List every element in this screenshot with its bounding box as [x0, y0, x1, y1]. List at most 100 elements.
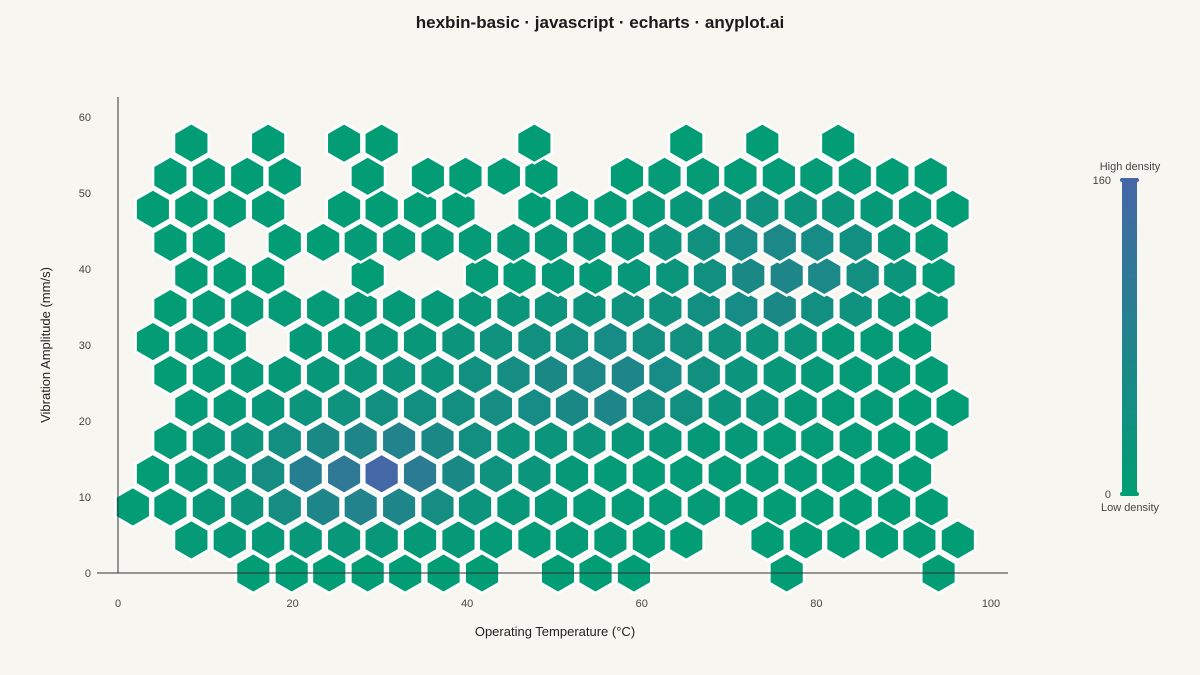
- hexbin-cell[interactable]: [363, 121, 401, 165]
- hexbin-cell[interactable]: [211, 518, 249, 562]
- hexbin-cell[interactable]: [249, 386, 287, 430]
- hexbin-cell[interactable]: [439, 386, 478, 430]
- hexbin-cell[interactable]: [722, 353, 760, 397]
- hexbin-cell[interactable]: [609, 353, 647, 397]
- hexbin-cell[interactable]: [363, 187, 401, 231]
- hexbin-cell[interactable]: [875, 419, 913, 463]
- hexbin-cell[interactable]: [900, 518, 938, 562]
- hexbin-cell[interactable]: [325, 452, 363, 496]
- hexbin-cell[interactable]: [913, 353, 951, 397]
- hexbin-cell[interactable]: [858, 452, 896, 496]
- hexbin-cell[interactable]: [477, 518, 515, 562]
- hexbin-cell[interactable]: [570, 220, 608, 264]
- hexbin-cell[interactable]: [363, 386, 401, 430]
- hexbin-cell[interactable]: [401, 386, 439, 430]
- hexbin-cell[interactable]: [761, 485, 799, 529]
- hexbin-cell[interactable]: [782, 320, 820, 364]
- hexbin-cell[interactable]: [151, 353, 189, 397]
- hexbin-cell[interactable]: [684, 154, 722, 198]
- hexbin-cell[interactable]: [768, 254, 806, 297]
- hexbin-cell[interactable]: [570, 287, 608, 330]
- visual-map-high-handle[interactable]: [1120, 178, 1139, 182]
- hexbin-cell[interactable]: [456, 220, 494, 264]
- hexbin-cell[interactable]: [380, 353, 418, 397]
- hexbin-cell[interactable]: [172, 121, 210, 165]
- hexbin-cell[interactable]: [532, 287, 570, 330]
- hexbin-cell[interactable]: [591, 386, 629, 430]
- hexbin-cell[interactable]: [287, 452, 325, 496]
- hexbin-cell[interactable]: [609, 287, 647, 330]
- hexbin-cell[interactable]: [515, 386, 553, 430]
- hexbin-cell[interactable]: [667, 386, 705, 430]
- hexbin-cell[interactable]: [630, 320, 668, 364]
- hexbin-cell[interactable]: [653, 254, 691, 297]
- hexbin-cell[interactable]: [304, 485, 342, 529]
- hexbin-cell[interactable]: [875, 287, 913, 330]
- hexbin-cell[interactable]: [494, 287, 533, 330]
- hexbin-cell[interactable]: [439, 518, 478, 562]
- hexbin-cell[interactable]: [151, 287, 189, 330]
- hexbin-cell[interactable]: [539, 254, 577, 297]
- hexbin-cell[interactable]: [630, 187, 668, 231]
- hexbin-cell[interactable]: [706, 320, 744, 364]
- hexbin-cell[interactable]: [609, 485, 647, 529]
- hexbin-cell[interactable]: [608, 154, 646, 198]
- hexbin-cell[interactable]: [824, 518, 863, 562]
- hexbin-cell[interactable]: [409, 154, 447, 198]
- hexbin-cell[interactable]: [380, 485, 418, 529]
- hexbin-cell[interactable]: [797, 154, 835, 198]
- hexbin-cell[interactable]: [761, 220, 799, 264]
- hexbin-cell[interactable]: [494, 353, 533, 397]
- hexbin-cell[interactable]: [729, 254, 767, 297]
- hexbin-cell[interactable]: [418, 353, 457, 397]
- hexbin-cell[interactable]: [190, 485, 228, 529]
- hexbin-cell[interactable]: [151, 419, 189, 463]
- hexbin-cell[interactable]: [249, 254, 287, 297]
- hexbin-cell[interactable]: [743, 386, 781, 430]
- hexbin-cell[interactable]: [456, 419, 494, 463]
- hexbin-cell[interactable]: [819, 187, 857, 231]
- hexbin-cell[interactable]: [211, 254, 249, 297]
- hexbin-cell[interactable]: [522, 154, 560, 198]
- hexbin-cell[interactable]: [553, 452, 591, 496]
- hexbin-cell[interactable]: [722, 287, 760, 330]
- hexbin-cell[interactable]: [134, 320, 172, 364]
- hexbin-cell[interactable]: [570, 485, 608, 529]
- hexbin-cell[interactable]: [363, 452, 401, 496]
- hexbin-cell[interactable]: [646, 287, 684, 330]
- hexbin-cell[interactable]: [515, 320, 553, 364]
- hexbin-cell[interactable]: [630, 518, 668, 562]
- hexbin-cell[interactable]: [798, 353, 836, 397]
- hexbin-cell[interactable]: [881, 254, 919, 297]
- hexbin-cell[interactable]: [743, 187, 781, 231]
- hexbin-cell[interactable]: [798, 220, 836, 264]
- hexbin-cell[interactable]: [515, 187, 553, 231]
- hexbin-cell[interactable]: [304, 220, 342, 264]
- hexbin-cell[interactable]: [667, 452, 705, 496]
- hexbin-cell[interactable]: [266, 287, 304, 330]
- hexbin-cell[interactable]: [722, 220, 760, 264]
- hexbin-cell[interactable]: [172, 320, 210, 364]
- hexbin-cell[interactable]: [837, 220, 875, 264]
- hexbin-cell[interactable]: [494, 419, 533, 463]
- hexbin-cell[interactable]: [570, 419, 608, 463]
- hexbin-cell[interactable]: [172, 254, 210, 297]
- hexbin-cell[interactable]: [685, 419, 723, 463]
- hexbin-cell[interactable]: [630, 452, 668, 496]
- hexbin-cell[interactable]: [819, 121, 857, 165]
- hexbin-cell[interactable]: [266, 419, 304, 463]
- hexbin-cell[interactable]: [456, 485, 494, 529]
- hexbin-cell[interactable]: [819, 386, 857, 430]
- hexbin-cell[interactable]: [342, 353, 380, 397]
- hexbin-cell[interactable]: [477, 452, 515, 496]
- hexbin-cell[interactable]: [896, 187, 934, 231]
- hexbin-cell[interactable]: [706, 386, 744, 430]
- hexbin-cell[interactable]: [418, 485, 457, 529]
- hexbin-cell[interactable]: [228, 353, 266, 397]
- hexbin-cell[interactable]: [172, 452, 210, 496]
- hexbin-cell[interactable]: [190, 419, 228, 463]
- hexbin-cell[interactable]: [837, 419, 875, 463]
- hexbin-cell[interactable]: [819, 320, 857, 364]
- hexbin-cell[interactable]: [325, 187, 363, 231]
- hexbin-cell[interactable]: [743, 320, 781, 364]
